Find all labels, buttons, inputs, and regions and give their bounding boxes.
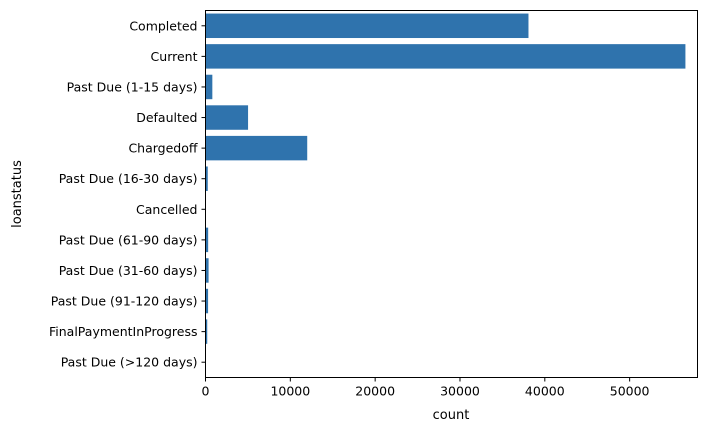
y-tick-label: Past Due (1-15 days) bbox=[67, 79, 198, 94]
x-tick-label: 40000 bbox=[525, 384, 565, 399]
y-tick-label: Cancelled bbox=[136, 202, 197, 217]
x-tick-label: 50000 bbox=[610, 384, 650, 399]
bar bbox=[205, 288, 209, 314]
x-tick-label: 30000 bbox=[440, 384, 480, 399]
bar bbox=[205, 44, 686, 69]
y-tick-label: Past Due (61-90 days) bbox=[59, 232, 198, 247]
y-tick-label: Completed bbox=[129, 18, 197, 33]
bar bbox=[205, 105, 249, 130]
bar bbox=[205, 227, 209, 253]
bar bbox=[205, 258, 209, 283]
x-tick-label: 10000 bbox=[270, 384, 310, 399]
x-ticks: 0 10000 20000 30000 40000 50000 bbox=[202, 377, 650, 399]
plot-frame bbox=[205, 10, 698, 378]
bar bbox=[205, 135, 308, 161]
y-tick-label: Past Due (91-120 days) bbox=[51, 294, 198, 309]
bars-group bbox=[205, 13, 686, 375]
x-axis-label: count bbox=[433, 408, 470, 423]
y-tick-label: Chargedoff bbox=[128, 141, 197, 156]
y-tick-label: Past Due (31-60 days) bbox=[59, 263, 198, 278]
x-tick-label: 0 bbox=[202, 384, 210, 399]
bar bbox=[205, 166, 208, 191]
y-tick-label: Defaulted bbox=[136, 110, 197, 125]
y-ticks: Completed Current Past Due (1-15 days) Defa… bbox=[49, 18, 206, 370]
y-axis-label: loanstatus bbox=[10, 160, 25, 228]
x-tick-label: 20000 bbox=[355, 384, 395, 399]
bar bbox=[205, 13, 529, 39]
y-tick-label: FinalPaymentInProgress bbox=[49, 324, 198, 339]
bar bbox=[205, 74, 213, 100]
y-tick-label: Current bbox=[151, 49, 198, 64]
bar bbox=[205, 319, 208, 344]
y-tick-label: Past Due (16-30 days) bbox=[59, 171, 198, 186]
y-tick-label: Past Due (>120 days) bbox=[61, 355, 198, 370]
